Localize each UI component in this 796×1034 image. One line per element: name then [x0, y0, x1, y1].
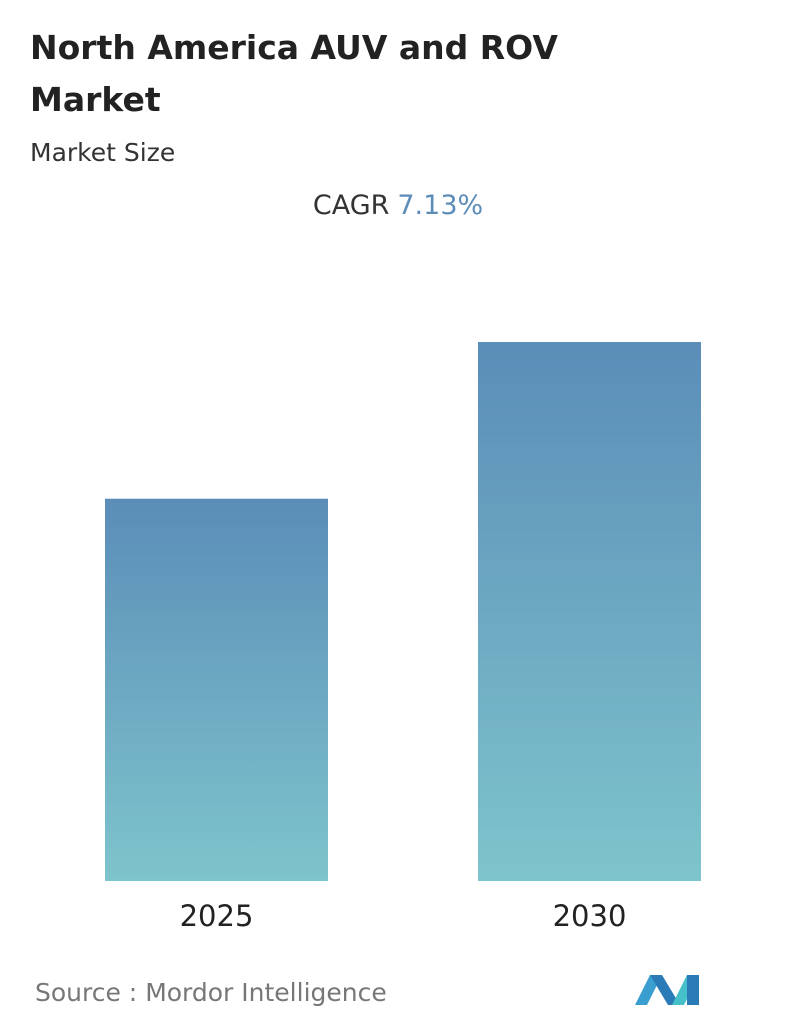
- chart-subtitle: Market Size: [30, 138, 176, 167]
- chart-title: North America AUV and ROV Market: [30, 28, 558, 119]
- x-tick-label: 2025: [180, 899, 254, 933]
- source-label: Source :: [35, 978, 138, 1007]
- cagr-label: CAGR: [312, 190, 390, 221]
- cagr-value: 7.13%: [397, 190, 484, 221]
- bar: [105, 498, 328, 881]
- cagr: CAGR 7.13%: [0, 190, 796, 221]
- x-tick-label: 2030: [553, 899, 627, 933]
- source: Source : Mordor Intelligence: [35, 978, 387, 1007]
- logo: [635, 975, 699, 1005]
- source-text: Mordor Intelligence: [145, 978, 387, 1007]
- bar: [478, 342, 701, 881]
